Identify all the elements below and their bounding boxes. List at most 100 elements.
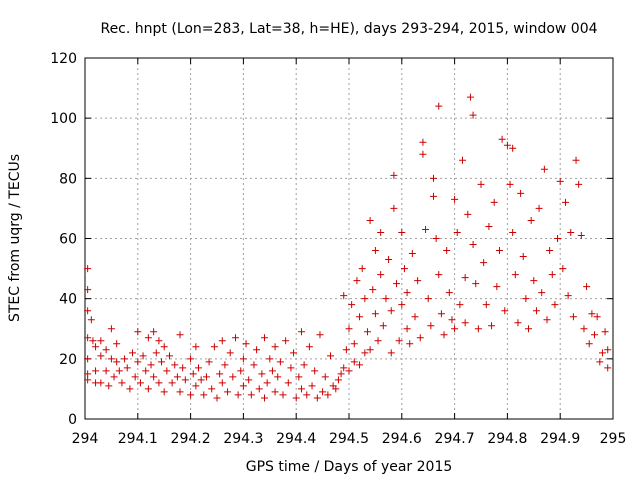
data-point — [361, 295, 369, 303]
data-point — [229, 373, 237, 381]
data-point — [316, 331, 324, 339]
data-point — [134, 358, 142, 366]
data-point — [115, 367, 123, 375]
data-point — [295, 373, 303, 381]
x-tick-label: 294.6 — [382, 431, 422, 447]
data-point — [440, 331, 448, 339]
data-point — [126, 385, 134, 393]
data-point — [305, 343, 313, 351]
data-point — [239, 355, 247, 363]
data-point — [271, 343, 279, 351]
data-point — [176, 388, 184, 396]
data-point — [501, 307, 509, 315]
data-point — [297, 328, 305, 336]
data-point — [205, 358, 213, 366]
data-point — [345, 325, 353, 333]
data-point — [416, 334, 424, 342]
data-point — [213, 394, 221, 402]
data-point — [332, 385, 340, 393]
data-point — [226, 349, 234, 357]
data-point — [585, 340, 593, 348]
data-point — [443, 247, 451, 255]
data-point — [395, 337, 403, 345]
data-point — [84, 370, 92, 378]
y-tick-label: 0 — [68, 412, 77, 428]
data-point — [535, 204, 543, 212]
data-point — [171, 361, 179, 369]
x-tick-label: 295 — [600, 431, 627, 447]
data-point — [583, 283, 591, 291]
data-point — [187, 355, 195, 363]
data-point — [379, 322, 387, 330]
data-point — [472, 280, 480, 288]
data-point — [105, 382, 113, 390]
data-point — [514, 319, 522, 327]
x-tick-label: 294.5 — [329, 431, 369, 447]
data-point — [197, 376, 205, 384]
data-point — [385, 256, 393, 264]
data-point — [113, 340, 121, 348]
data-point — [150, 328, 158, 336]
data-point — [129, 349, 137, 357]
data-point — [445, 289, 453, 297]
data-point — [427, 322, 435, 330]
data-point — [160, 388, 168, 396]
x-axis-label: GPS time / Days of year 2015 — [246, 459, 453, 475]
data-point — [311, 367, 319, 375]
data-point — [97, 337, 105, 345]
data-point — [398, 301, 406, 309]
data-point — [245, 376, 253, 384]
data-point — [271, 388, 279, 396]
data-point — [242, 340, 250, 348]
data-point — [353, 277, 361, 285]
data-point — [363, 328, 371, 336]
data-point — [591, 331, 599, 339]
data-point — [456, 301, 464, 309]
data-point — [144, 334, 152, 342]
data-point — [511, 271, 519, 279]
data-point — [84, 334, 92, 342]
data-point — [200, 391, 208, 399]
data-point — [564, 292, 572, 300]
x-tick-label: 294.3 — [223, 431, 263, 447]
data-point — [517, 189, 525, 197]
data-point — [195, 364, 203, 372]
data-point — [324, 391, 332, 399]
data-point — [144, 385, 152, 393]
data-point — [303, 391, 311, 399]
y-tick-label: 120 — [50, 51, 77, 67]
data-point — [593, 313, 601, 321]
data-point — [84, 355, 92, 363]
data-point — [218, 379, 226, 387]
y-tick-label: 100 — [50, 111, 77, 127]
data-point — [429, 174, 437, 182]
data-point — [131, 373, 139, 381]
chart-title: Rec. hnpt (Lon=283, Lat=38, h=HE), days … — [100, 21, 597, 37]
y-tick-label: 60 — [59, 232, 77, 248]
data-point — [266, 355, 274, 363]
data-point — [546, 247, 554, 255]
data-point — [218, 337, 226, 345]
data-point — [107, 325, 115, 333]
data-point — [192, 382, 200, 390]
data-point — [556, 177, 564, 185]
y-tick-labels: 0 20 40 60 80 100 120 — [50, 51, 77, 428]
data-point — [261, 334, 269, 342]
data-point — [160, 343, 168, 351]
data-point — [604, 346, 612, 354]
data-point — [527, 216, 535, 224]
data-point — [424, 295, 432, 303]
x-tick-label: 294.4 — [276, 431, 316, 447]
data-point — [189, 370, 197, 378]
data-point — [255, 385, 263, 393]
data-point — [464, 210, 472, 218]
data-point — [181, 376, 189, 384]
data-point — [176, 331, 184, 339]
x-tick-label: 294.8 — [487, 431, 527, 447]
data-point — [469, 241, 477, 249]
data-point — [498, 135, 506, 143]
data-point — [503, 141, 511, 149]
data-point — [237, 367, 245, 375]
data-point — [152, 349, 160, 357]
x-tick-label: 294.7 — [435, 431, 475, 447]
